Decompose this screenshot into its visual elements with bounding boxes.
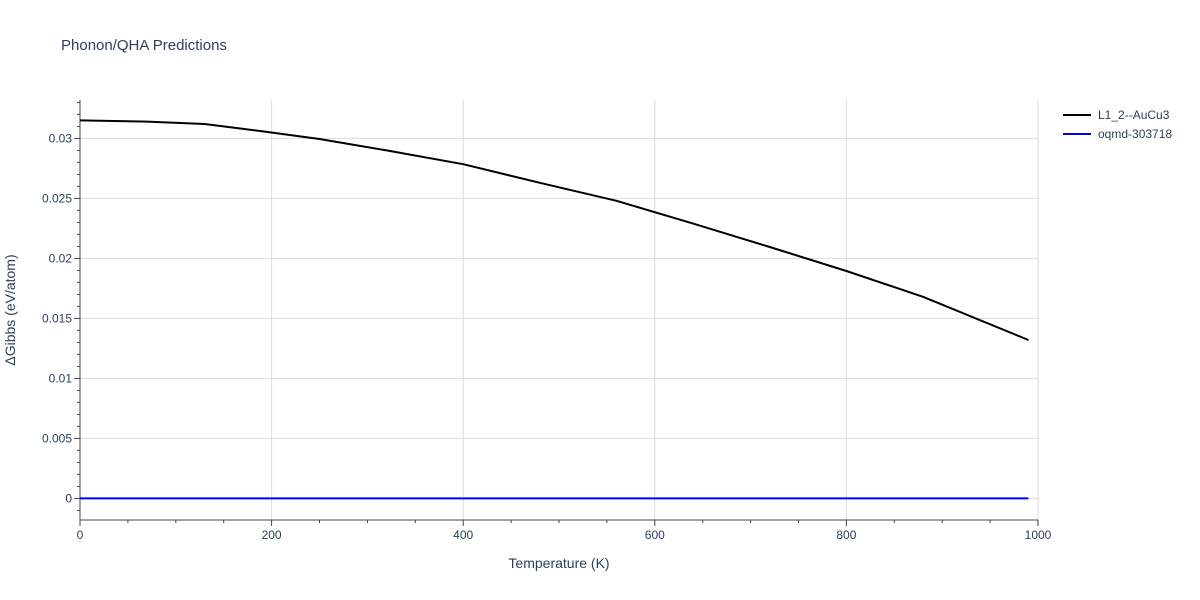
y-tick-label: 0.005 [42,431,72,445]
y-tick-label: 0.01 [49,371,73,385]
legend[interactable]: L1_2--AuCu3 oqmd-303718 [1063,108,1172,141]
x-tick-label: 0 [77,528,84,542]
legend-item-0[interactable]: L1_2--AuCu3 [1063,108,1170,122]
x-tick-label: 1000 [1025,528,1052,542]
x-tick-label: 600 [645,528,665,542]
plot-area [79,119,1029,500]
legend-label: oqmd-303718 [1098,127,1172,141]
y-axis-title: ΔGibbs (eV/atom) [2,254,18,365]
y-tick-label: 0.02 [49,251,73,265]
series-line-0[interactable] [79,119,1029,341]
grid [80,100,1039,520]
x-axis-title: Temperature (K) [508,555,609,571]
x-tick-label: 400 [453,528,473,542]
y-tick-label: 0.03 [49,131,73,145]
legend-item-1[interactable]: oqmd-303718 [1063,127,1172,141]
y-tick-label: 0.025 [42,191,72,205]
chart-title: Phonon/QHA Predictions [61,37,227,54]
x-tick-label: 200 [262,528,282,542]
y-tick-label: 0.015 [42,311,72,325]
axes: 0 200 400 600 800 1000 0 0.005 0.01 0.015 0.02 0.02… [42,100,1052,542]
legend-label: L1_2--AuCu3 [1098,108,1170,122]
y-tick-label: 0 [65,491,72,505]
x-tick-label: 800 [836,528,856,542]
